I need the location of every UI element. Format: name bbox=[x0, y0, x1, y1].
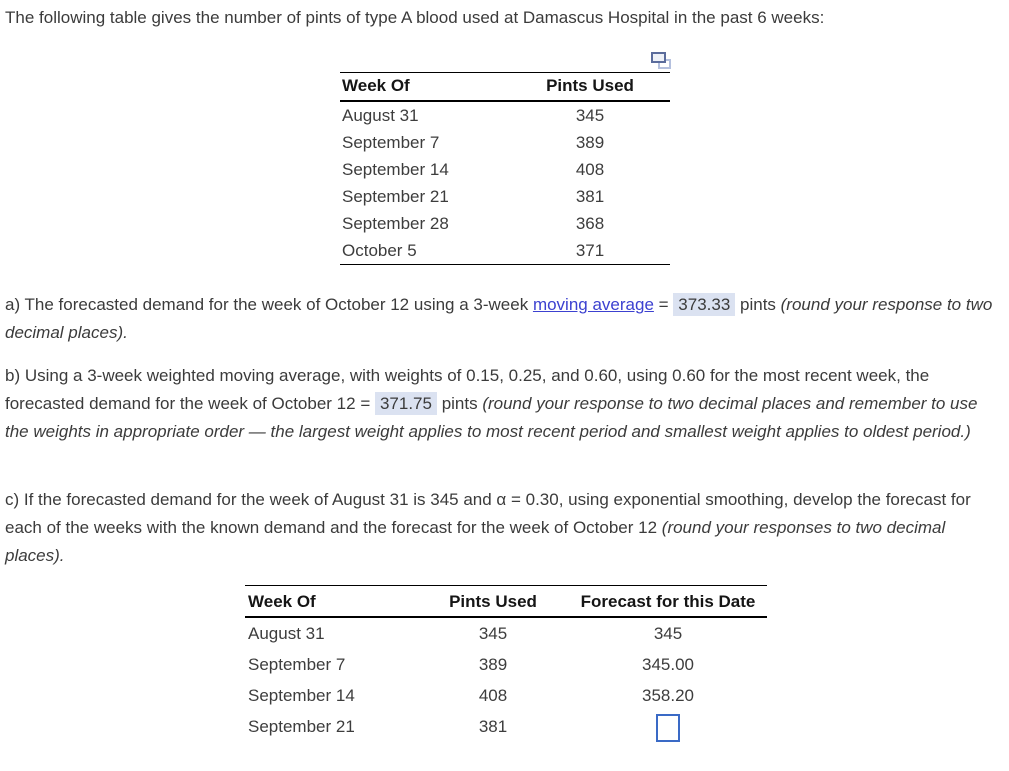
week-cell: September 21 bbox=[342, 187, 449, 206]
forecast-cell: 358.20 bbox=[642, 686, 694, 705]
week-cell: September 14 bbox=[342, 160, 449, 179]
forecast-input-cell bbox=[569, 711, 767, 742]
table-header-row: Week Of Pints Used Forecast for this Dat… bbox=[245, 585, 767, 618]
blood-usage-table: Week Of Pints Used August 31 345 Septemb… bbox=[340, 72, 670, 265]
question-intro: The following table gives the number of … bbox=[5, 8, 825, 27]
part-c-note: (round your responses to two decimal pla… bbox=[5, 518, 946, 565]
week-cell: August 31 bbox=[248, 624, 325, 643]
table-row: August 31 345 bbox=[340, 101, 670, 129]
part-a-note: (round your response to two decimal plac… bbox=[5, 295, 993, 342]
pints-cell: 389 bbox=[575, 133, 605, 152]
t2-header-week: Week Of bbox=[245, 585, 417, 618]
part-a-prefix: a) The forecasted demand for the week of… bbox=[5, 295, 533, 314]
exponential-smoothing-table: Week Of Pints Used Forecast for this Dat… bbox=[245, 585, 767, 742]
table-row: September 7 389 345.00 bbox=[245, 649, 767, 680]
week-cell: October 5 bbox=[342, 241, 417, 260]
table-row: September 21 381 bbox=[245, 711, 767, 742]
answer-b-value: 371.75 bbox=[374, 392, 437, 415]
t1-header-pints: Pints Used bbox=[510, 72, 670, 102]
table-header-row: Week Of Pints Used bbox=[340, 72, 670, 102]
part-b-units: pints bbox=[436, 394, 483, 413]
table-row: September 14 408 bbox=[340, 156, 670, 183]
week-cell: September 28 bbox=[342, 214, 449, 233]
answer-a-value: 373.33 bbox=[673, 293, 736, 316]
week-cell: September 7 bbox=[248, 655, 346, 674]
part-a-units: pints bbox=[735, 295, 781, 314]
forecast-cell: 345 bbox=[653, 624, 683, 643]
part-c-prefix: c) If the forecasted demand for the week… bbox=[5, 490, 971, 537]
table-row: September 28 368 bbox=[340, 210, 670, 237]
pints-cell: 345 bbox=[478, 624, 508, 643]
pints-cell: 408 bbox=[575, 160, 605, 179]
table-row: September 21 381 bbox=[340, 183, 670, 210]
table-row: August 31 345 345 bbox=[245, 617, 767, 649]
table-row: September 7 389 bbox=[340, 129, 670, 156]
pints-cell: 389 bbox=[478, 655, 508, 674]
pints-cell: 371 bbox=[575, 241, 605, 260]
pints-cell: 368 bbox=[575, 214, 605, 233]
moving-average-link[interactable]: moving average bbox=[532, 295, 654, 314]
part-a-text: a) The forecasted demand for the week of… bbox=[5, 291, 1005, 347]
table-row: October 5 371 bbox=[340, 237, 670, 265]
week-cell: September 7 bbox=[342, 133, 440, 152]
week-cell: September 14 bbox=[248, 686, 355, 705]
part-b-note: (round your response to two decimal plac… bbox=[5, 394, 978, 441]
forecast-input[interactable] bbox=[656, 713, 680, 742]
part-b-text: b) Using a 3-week weighted moving averag… bbox=[5, 362, 1005, 446]
forecast-cell: 345.00 bbox=[642, 655, 694, 674]
pints-cell: 408 bbox=[478, 686, 508, 705]
week-cell: August 31 bbox=[342, 106, 419, 125]
part-b-prefix: b) Using a 3-week weighted moving averag… bbox=[5, 366, 930, 413]
part-a-equals: = bbox=[653, 295, 674, 314]
part-c-text: c) If the forecasted demand for the week… bbox=[5, 486, 1005, 570]
pints-cell: 381 bbox=[478, 717, 508, 736]
copy-icon-front-rect bbox=[651, 52, 666, 63]
copy-icon[interactable] bbox=[651, 52, 673, 71]
pints-cell: 345 bbox=[575, 106, 605, 125]
t2-header-forecast: Forecast for this Date bbox=[569, 585, 767, 618]
table-row: September 14 408 358.20 bbox=[245, 680, 767, 711]
pints-cell: 381 bbox=[575, 187, 605, 206]
t1-header-week: Week Of bbox=[340, 72, 510, 102]
t2-header-pints: Pints Used bbox=[417, 585, 569, 618]
week-cell: September 21 bbox=[248, 717, 355, 736]
